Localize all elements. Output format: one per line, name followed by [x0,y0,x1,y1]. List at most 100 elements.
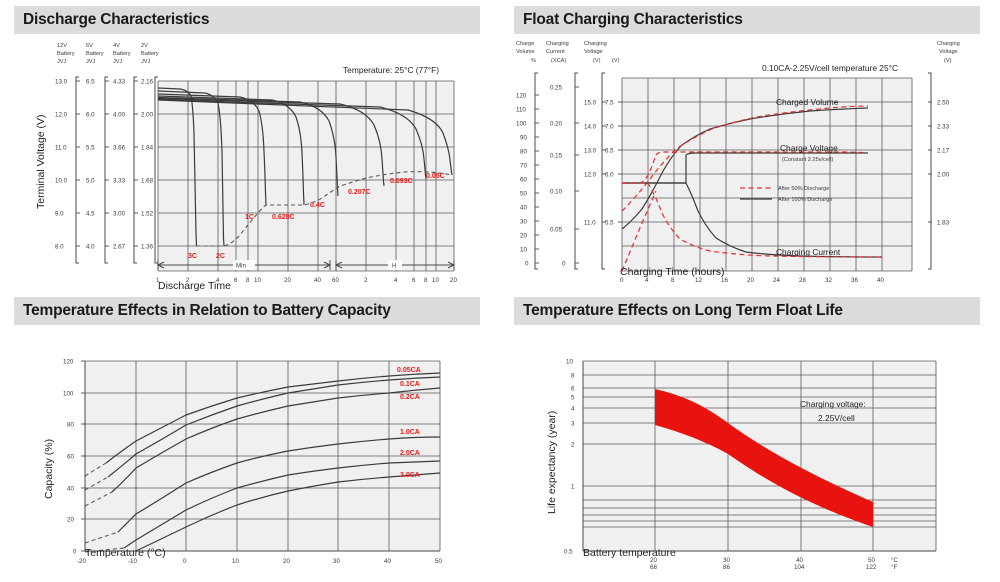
curve-label-005ca: 0.05CA [397,367,421,374]
x-tick: 40 [877,277,884,284]
y-tick: 1.84 [141,145,154,152]
grid-horizontal-float-life [583,360,936,552]
y-tick: 30 [520,219,527,226]
x-tick-fahrenheit: 122 [866,564,877,571]
y-axis-4v: 4V Battery JVJ 4.33 4.00 3.66 3.33 3. [113,43,138,264]
y-tick: 20 [67,517,74,524]
x-tick: 32 [825,277,832,284]
y-axis-temp-capacity: 120 100 80 60 40 20 0 Capacity (%) [43,359,86,556]
x-tick: 2 [186,277,190,284]
x-unit-fahrenheit: °F [891,564,897,571]
axis-h2: Voltage [939,49,958,55]
axis-h2: Voltage [584,49,603,55]
y-tick: 60 [67,454,74,461]
curve-label-10ca: 1.0CA [400,429,420,436]
y-tick: 2.67 [113,244,126,251]
curve-label-0093c: 0.093C [390,178,413,185]
y-axis-6v: 6V Battery JVJ 6.5 6.0 5.5 5.0 4.5 [86,43,109,264]
y-tick: 4.33 [113,79,126,86]
discharge-curves [157,87,453,247]
temp-capacity-dashed-extensions [84,462,125,553]
y-tick: 50 [520,191,527,198]
y-tick: 80 [520,149,527,156]
y-tick: 4.5 [86,211,95,218]
x-tick: 6 [234,277,238,284]
y-axis-charging-current: Charging Current (XCA) 0.25 0.20 0.15 0.… [546,41,579,270]
temp-capacity-curves [105,372,441,552]
y-tick: 0.5 [564,549,573,556]
curve-label-005c: 0.05C [426,173,445,180]
curve-label-02ca: 0.2CA [400,394,420,401]
x-tick-fahrenheit: 68 [650,564,657,571]
x-tick: 12 [695,277,702,284]
x-tick: -10 [128,558,138,565]
x-tick: 10 [254,277,261,284]
y-tick: 120 [516,93,527,100]
x-tick: 8 [671,277,675,284]
y-axis-12v-h2: Battery [57,51,75,57]
y-tick: 12.0 [55,112,68,119]
y-axis-title-discharge: Terminal Voltage (V) [35,114,47,209]
y-tick: 0.10 [550,189,563,196]
curve-label-0628c: 0.628C [272,214,295,221]
y-tick: 15.0 [584,100,597,107]
x-tick-fahrenheit: 86 [723,564,730,571]
x-tick: 2 [364,277,368,284]
plot-area-float-charging [622,78,912,271]
axis-h2: Volume [516,49,535,55]
y-tick: 2.33 [937,124,950,131]
y-axis-12v-h3: JVJ [57,59,67,65]
annotation-charging-voltage-line1: Charging voltage: [800,399,866,409]
y-tick: 0 [525,261,529,268]
x-tick: 24 [773,277,780,284]
axis-unit: (V) [612,58,620,64]
y-tick: 1.52 [141,211,154,218]
x-tick: 1 [156,277,160,284]
y-axis-12v-h1: 12V [57,43,67,49]
y-tick: 5 [571,395,575,402]
y-axis-title-temp-capacity: Capacity (%) [43,439,55,499]
panel-temperature-capacity: Temperature Effects in Relation to Batte… [0,291,500,582]
curve-label-20ca: 2.0CA [400,450,420,457]
x-tick-fahrenheit: 104 [794,564,805,571]
annotation-charging-voltage-line2: 2.25V/cell [818,413,855,423]
y-tick: 60 [520,177,527,184]
y-tick: 90 [520,135,527,142]
y-tick: 2.16 [141,79,154,86]
axis-unit: % [531,58,536,64]
y-tick: 100 [516,121,527,128]
y-tick: 6.0 [86,112,95,119]
y-tick: 5.5 [86,145,95,152]
y-tick: 6.0 [605,172,614,179]
x-tick: 4 [645,277,649,284]
x-range-bars-discharge [156,260,456,270]
temp-capacity-curve-labels: 0.05CA 0.1CA 0.2CA 1.0CA 2.0CA 3.0CA [397,367,421,479]
x-tick-celsius: 40 [796,557,803,564]
y-tick: 1.36 [141,244,154,251]
annotation-float-charging: 0.10CA-2.25V/cell temperature 25°C [762,63,898,73]
y-tick: 20 [520,233,527,240]
x-axis-title-float-life: Battery temperature [583,547,676,559]
y-tick: 4 [571,406,575,413]
x-tick: 8 [424,277,428,284]
y-tick: 0.05 [550,227,563,234]
y-tick: 2.17 [937,148,950,155]
x-tick: 0 [183,558,187,565]
x-tick-celsius: 50 [868,557,875,564]
x-span-label-min: Min [236,263,247,270]
x-tick: 40 [384,558,391,565]
x-tick: 30 [333,558,340,565]
curve-label-30ca: 3.0CA [400,472,420,479]
y-tick: 40 [67,486,74,493]
x-axis-title-discharge: Discharge Time [158,280,231,292]
y-tick: 2.50 [937,100,950,107]
x-axis-temp-capacity: -20 -10 0 10 20 30 40 50 [77,550,442,565]
y-tick: 3.33 [113,178,126,185]
y-axis-group-discharge: 12V Battery JVJ 13.0 12.0 11.0 10.0 9 [55,43,159,264]
discharge-curve-labels: 3C 2C 1C 0.628C 0.4C 0.207C 0.093C 0.05C [188,173,445,260]
y-tick: 13.0 [55,79,68,86]
x-tick: 6 [412,277,416,284]
legend-label-50-discharge: After 50% Discharge [778,186,829,192]
life-expectancy-band [655,389,873,527]
y-tick: 3.66 [113,145,126,152]
